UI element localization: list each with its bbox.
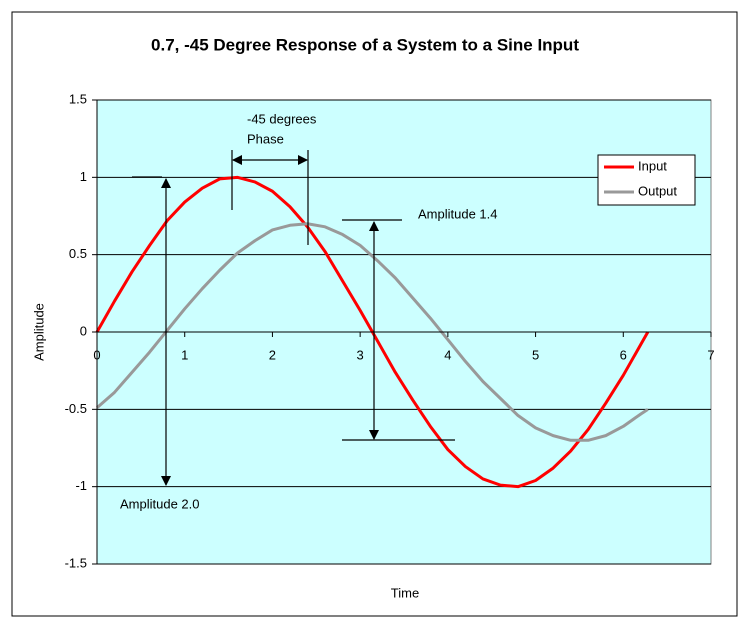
y-tick-label: -1 xyxy=(75,478,87,493)
legend-label: Input xyxy=(638,158,667,173)
annotation: -45 degrees xyxy=(247,111,317,126)
phase-annotation xyxy=(231,150,309,245)
legend-box xyxy=(597,154,696,206)
x-tick-label: 0 xyxy=(93,347,100,362)
x-tick-label: 6 xyxy=(620,347,627,362)
y-tick-label: -0.5 xyxy=(65,401,87,416)
x-tick-label: 5 xyxy=(532,347,539,362)
x-axis-label: Time xyxy=(391,585,419,600)
chart-title: 0.7, -45 Degree Response of a System to … xyxy=(151,35,579,54)
x-tick-label: 1 xyxy=(181,347,188,362)
x-tick-label: 4 xyxy=(444,347,451,362)
amplitude-2-annotation xyxy=(132,176,171,486)
amplitude-1-4-annotation xyxy=(342,219,455,441)
y-tick-label: 1 xyxy=(80,169,87,184)
y-axis-label: Amplitude xyxy=(31,303,46,361)
y-tick-label: 1.5 xyxy=(69,91,87,106)
legend-label: Output xyxy=(638,183,677,198)
y-tick-label: -1.5 xyxy=(65,555,87,570)
x-tick-label: 2 xyxy=(269,347,276,362)
annotation: Phase xyxy=(247,131,284,146)
y-tick-label: 0 xyxy=(80,323,87,338)
annotation: Amplitude 1.4 xyxy=(418,206,498,221)
y-tick-label: 0.5 xyxy=(69,246,87,261)
annotation: Amplitude 2.0 xyxy=(120,496,200,511)
legend: Input Output xyxy=(597,154,696,206)
x-tick-label: 7 xyxy=(707,347,714,362)
x-tick-label: 3 xyxy=(357,347,364,362)
